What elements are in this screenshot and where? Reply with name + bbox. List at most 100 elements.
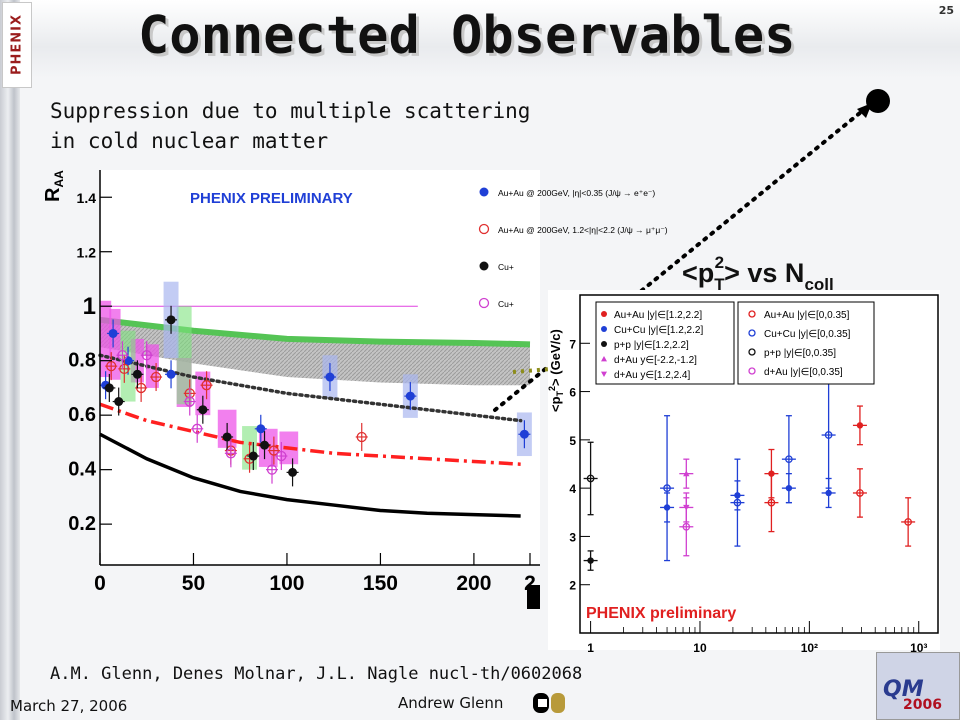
raa-data-point <box>114 397 124 407</box>
pink-systematic-box <box>109 308 121 380</box>
raa-data-point <box>201 380 212 391</box>
title-band <box>0 0 960 78</box>
pt2-plot-frame <box>579 294 939 634</box>
raa-y-tick-label: 1.4 <box>77 190 97 206</box>
pt2-data-point <box>663 484 671 492</box>
qm-logo-text: QM <box>883 677 924 702</box>
qm-logo-year: 2006 <box>903 697 942 713</box>
pt2-x-tick-label: 10 <box>693 641 707 655</box>
raa-legend-label: Au+Au @ 200GeV, |η|<0.35 (J/ψ → e⁺e⁻) <box>498 188 655 198</box>
raa-y-tick-label: 0.2 <box>68 513 96 535</box>
pt2-data-point <box>767 498 776 507</box>
pink-systematic-box <box>258 428 278 467</box>
raa-data-point <box>268 445 280 456</box>
page-number: 25 <box>938 4 954 17</box>
pt2-preliminary-label: PHENIX preliminary <box>586 605 736 622</box>
pt2-data-point <box>785 455 793 464</box>
raa-data-point <box>104 383 114 393</box>
pt2-y-tick-label: 5 <box>569 434 576 448</box>
raa-legend-label: Cu+ <box>498 299 514 309</box>
pt2-x-tick-label: 10³ <box>910 641 927 655</box>
pt2-legend-label: Cu+Cu |y|∈[1.2,2.2] <box>614 325 703 336</box>
pt2-data-point <box>586 474 595 483</box>
phenix-logo: PHENIX <box>2 2 32 88</box>
black-dot-marker <box>866 89 890 113</box>
pt2-legend-marker <box>601 371 607 377</box>
raa-chart: 0 50 100 150 200 2 0.2 0.4 0.6 0.8 1 1.2 1.4 RAA PHE… <box>42 170 668 609</box>
pt2-data-point <box>824 431 833 439</box>
theory-curve-dash-dot <box>99 402 521 466</box>
pt2-legend-marker <box>748 348 756 356</box>
raa-data-point <box>325 372 335 382</box>
subtitle-line-2: in cold nuclear matter <box>50 129 329 153</box>
cu-logo <box>533 693 565 713</box>
raa-data-point <box>166 315 176 325</box>
raa-tick-labels: 0 50 100 150 200 2 0.2 0.4 0.6 0.8 1 1.2 1.4 <box>68 190 536 595</box>
marble-border <box>0 0 20 720</box>
green-systematic-box <box>176 306 192 405</box>
pt2-legend-label: d+Au y∈[1.2,2.4] <box>614 370 690 381</box>
raa-data-point <box>405 391 415 401</box>
raa-data-point <box>225 448 237 459</box>
raa-x-tick-label: 200 <box>456 572 491 595</box>
pt2-y-tick-label: 4 <box>569 482 576 496</box>
raa-data-point <box>198 405 208 415</box>
raa-legend-marker <box>478 297 490 309</box>
pt2-data-point <box>683 470 690 477</box>
raa-y-tick-label: 0.4 <box>68 459 97 481</box>
raa-legend-marker <box>479 261 489 271</box>
pink-systematic-box <box>100 300 112 378</box>
raa-data-point <box>276 450 287 462</box>
raa-legend-label: Au+Au @ 200GeV, 1.2<|η|<2.2 (J/ψ → μ⁺μ⁻) <box>498 225 668 235</box>
pt2-legend-marker <box>601 356 607 362</box>
raa-legend-marker <box>478 223 490 235</box>
slide-date: March 27, 2006 <box>10 697 128 715</box>
raa-data-point <box>519 429 529 439</box>
raa-y-axis-label: RAA <box>42 170 66 202</box>
raa-data-point <box>288 467 298 477</box>
pt2-data-point <box>904 518 912 526</box>
pt2-y-tick-label: 6 <box>569 386 576 400</box>
raa-data-point <box>356 431 367 443</box>
qm2006-logo: QM 2006 <box>876 652 960 720</box>
pt2-tick-labels: 1 10 10² 10³ 2 3 4 5 6 7 <box>569 337 927 655</box>
raa-data-point <box>117 350 128 361</box>
pt2-data-point <box>856 489 864 497</box>
pt2-legend: Au+Au |y|∈[1.2,2.2] Cu+Cu |y|∈[1.2,2.2] p+… <box>595 301 875 385</box>
pt2-legend-label: d+Au y∈[-2.2,-1.2] <box>614 355 697 366</box>
pt2-legend-marker <box>601 341 607 347</box>
pt2-data-point <box>682 522 691 531</box>
raa-data-point <box>266 464 278 475</box>
pt2-y-tick-label: 3 <box>569 530 576 544</box>
raa-y-tick-label: 1 <box>83 293 96 320</box>
raa-x-tick-label: 2 <box>524 572 536 595</box>
pt2-data-point <box>825 489 832 497</box>
pt2-data-points <box>583 381 916 571</box>
pt2-y-tick-label: 2 <box>569 579 576 593</box>
slide-title: Connected Observables <box>138 6 796 66</box>
pt2-data-point <box>733 498 742 507</box>
raa-x-tick-label: 0 <box>94 572 106 595</box>
pt2-legend-label: Au+Au |y|∈[1.2,2.2] <box>614 310 702 321</box>
pt2-chart: 1 10 10² 10³ 2 3 4 5 6 7 Au+Au |y|∈[1.2,2.2] Cu+Cu… <box>547 290 940 668</box>
pt2-chart-title: <pT2> vs Ncoll <box>682 253 834 294</box>
raa-preliminary-label: PHENIX PRELIMINARY <box>190 190 353 207</box>
raa-data-point <box>150 371 162 383</box>
subtitle-line-1: Suppression due to multiple scattering <box>50 99 531 123</box>
raa-x-tick-label: 50 <box>182 572 205 595</box>
raa-data-point <box>256 424 266 434</box>
raa-data-point <box>260 440 270 450</box>
pt2-legend-label: p+p |y|∈[1.2,2.2] <box>614 340 689 351</box>
pt2-legend-marker <box>601 326 607 332</box>
raa-x-tick-label: 150 <box>363 572 398 595</box>
raa-data-point <box>192 423 203 434</box>
pt2-data-point <box>856 422 864 429</box>
citation: A.M. Glenn, Denes Molnar, J.L. Nagle nuc… <box>50 664 583 684</box>
pt2-legend-marker <box>748 329 756 337</box>
raa-y-tick-label: 1.2 <box>77 245 97 261</box>
pt2-x-tick-label: 10² <box>801 641 818 655</box>
raa-data-points <box>99 305 531 487</box>
raa-data-point <box>222 432 232 442</box>
pt2-legend-box-left <box>595 301 735 385</box>
